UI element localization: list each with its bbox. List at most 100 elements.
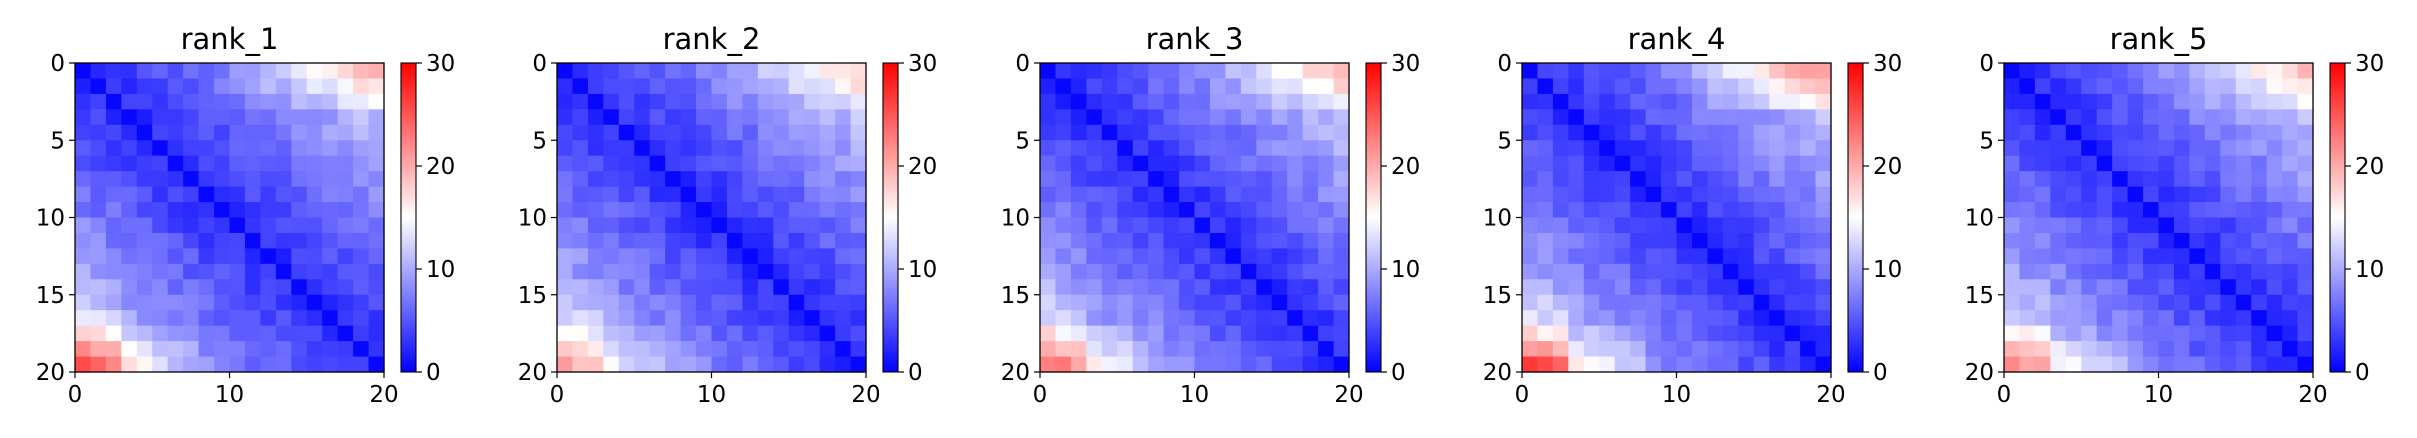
- heatmap-cell: [353, 232, 370, 249]
- heatmap-cell: [1614, 63, 1631, 80]
- heatmap-cell: [1163, 248, 1180, 265]
- heatmap-cell: [121, 356, 138, 373]
- heatmap-cell: [1040, 109, 1057, 126]
- heatmap-cell: [1163, 124, 1180, 141]
- heatmap-cell: [1599, 202, 1616, 219]
- heatmap-cell: [1769, 341, 1786, 358]
- heatmap-cell: [572, 263, 589, 280]
- heatmap-cell: [1707, 279, 1724, 296]
- heatmap-cell: [2034, 155, 2051, 172]
- heatmap-cell: [75, 124, 92, 141]
- heatmap-cell: [136, 341, 153, 358]
- heatmap-cell: [649, 232, 666, 249]
- heatmap-cell: [1784, 109, 1801, 126]
- heatmap-cell: [680, 155, 697, 172]
- heatmap-cell: [773, 155, 790, 172]
- heatmap-cell: [1753, 78, 1770, 95]
- heatmap-cell: [2143, 93, 2160, 110]
- heatmap-cell: [2112, 124, 2129, 141]
- heatmap-cell: [2096, 171, 2113, 188]
- heatmap-cell: [75, 279, 92, 296]
- heatmap-cell: [603, 140, 620, 157]
- heatmap-cell: [1645, 294, 1662, 311]
- heatmap-cell: [1691, 341, 1708, 358]
- heatmap-cell: [1800, 294, 1817, 311]
- heatmap-cell: [105, 232, 122, 249]
- heatmap-cell: [1753, 294, 1770, 311]
- heatmap-cell: [229, 325, 246, 342]
- heatmap-cell: [572, 232, 589, 249]
- heatmap-cell: [603, 294, 620, 311]
- heatmap-cell: [603, 279, 620, 296]
- colorbar: [1847, 62, 1864, 373]
- heatmap-cell: [2050, 310, 2067, 327]
- heatmap-cell: [1661, 202, 1678, 219]
- heatmap-cell: [1568, 217, 1585, 234]
- heatmap-cell: [711, 341, 728, 358]
- heatmap-cell: [1784, 248, 1801, 265]
- heatmap-cell: [2143, 263, 2160, 280]
- heatmap-cell: [136, 78, 153, 95]
- heatmap-cell: [2127, 124, 2144, 141]
- heatmap-cell: [198, 217, 215, 234]
- heatmap-cell: [90, 248, 107, 265]
- heatmap-cell: [136, 186, 153, 203]
- heatmap-cell: [2251, 109, 2268, 126]
- heatmap-cell: [773, 171, 790, 188]
- heatmap-cell: [1784, 63, 1801, 80]
- heatmap-cell: [2189, 341, 2206, 358]
- heatmap-cell: [726, 325, 743, 342]
- heatmap-cell: [665, 248, 682, 265]
- heatmap-cell: [2235, 78, 2252, 95]
- heatmap-cell: [214, 341, 231, 358]
- heatmap-cell: [2096, 294, 2113, 311]
- heatmap-cell: [1583, 155, 1600, 172]
- heatmap-cell: [2127, 93, 2144, 110]
- heatmap-cell: [2251, 140, 2268, 157]
- heatmap-cell: [1722, 341, 1739, 358]
- heatmap-cell: [2034, 294, 2051, 311]
- heatmap-cell: [557, 325, 574, 342]
- heatmap-cell: [2158, 171, 2175, 188]
- heatmap-cell: [1691, 279, 1708, 296]
- heatmap-cell: [2112, 341, 2129, 358]
- heatmap-cell: [2251, 78, 2268, 95]
- heatmap-cell: [2266, 202, 2283, 219]
- heatmap-cell: [1522, 341, 1539, 358]
- heatmap-cell: [2050, 356, 2067, 373]
- heatmap-cell: [1318, 78, 1335, 95]
- y-tick-label: 15: [1965, 283, 1994, 309]
- heatmap-cell: [2282, 63, 2299, 80]
- heatmap-cell: [557, 155, 574, 172]
- heatmap-cell: [1302, 63, 1319, 80]
- heatmap-cell: [2220, 279, 2237, 296]
- heatmap-cell: [2143, 171, 2160, 188]
- heatmap-cell: [1117, 356, 1134, 373]
- heatmap-cell: [2282, 186, 2299, 203]
- heatmap-cell: [1691, 171, 1708, 188]
- heatmap-cell: [1691, 124, 1708, 141]
- heatmap-cell: [1287, 78, 1304, 95]
- heatmap-cell: [1722, 171, 1739, 188]
- heatmap-cell: [2096, 310, 2113, 327]
- heatmap-cell: [1552, 248, 1569, 265]
- heatmap-cell: [1537, 202, 1554, 219]
- heatmap-cell: [2081, 202, 2098, 219]
- heatmap-cell: [1522, 279, 1539, 296]
- heatmap-cell: [2251, 186, 2268, 203]
- heatmap-cell: [850, 341, 867, 358]
- heatmap-cell: [229, 279, 246, 296]
- heatmap-cell: [1583, 341, 1600, 358]
- heatmap-cell: [1209, 202, 1226, 219]
- heatmap-cell: [75, 63, 92, 80]
- heatmap-cell: [1645, 232, 1662, 249]
- heatmap-cell: [275, 356, 292, 373]
- heatmap-cell: [1738, 294, 1755, 311]
- heatmap-cell: [2297, 248, 2314, 265]
- heatmap-cell: [2112, 310, 2129, 327]
- heatmap-cell: [105, 217, 122, 234]
- heatmap-cell: [557, 248, 574, 265]
- heatmap-cell: [2266, 124, 2283, 141]
- colorbar-tick-label: 20: [908, 154, 937, 180]
- heatmap-cell: [2065, 171, 2082, 188]
